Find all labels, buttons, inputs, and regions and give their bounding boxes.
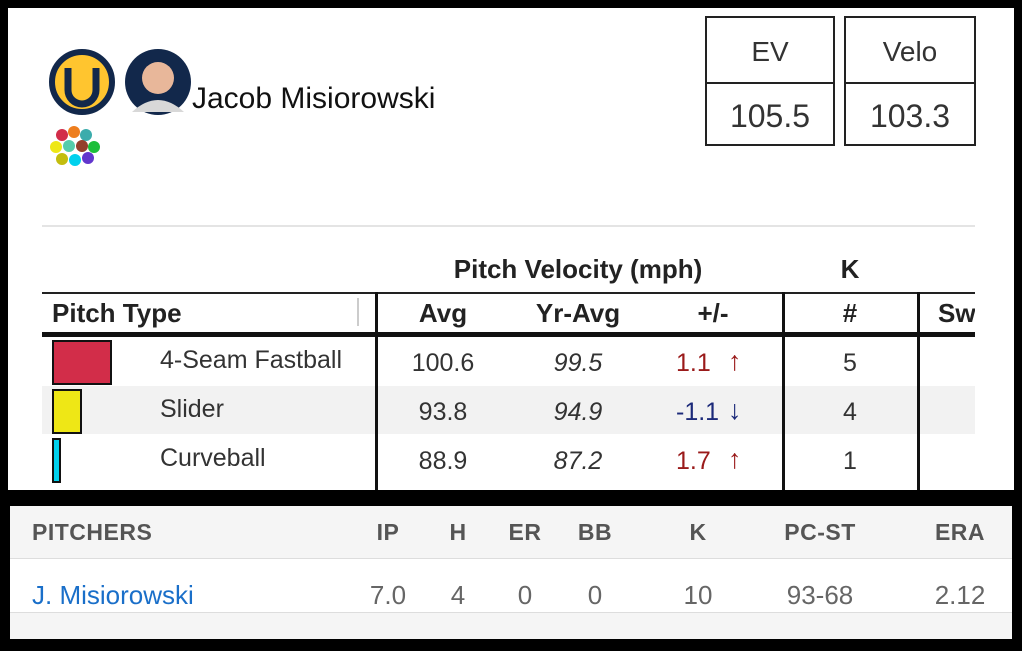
stat-label: EV <box>751 36 789 67</box>
column-header: Avg <box>418 298 468 328</box>
column-line <box>917 292 920 490</box>
pitch-swatch <box>52 438 61 483</box>
strikeouts: 1 <box>843 447 857 475</box>
yr-avg-velo: 99.5 <box>553 349 603 377</box>
box-score-footer <box>10 612 1012 639</box>
strikeouts: 5 <box>843 349 857 377</box>
player-shirt <box>132 100 184 112</box>
velo-arrow: ↑ <box>728 444 742 474</box>
column-header: Sw <box>938 300 975 326</box>
pitch-name: Curveball <box>160 444 266 472</box>
logos <box>49 49 191 166</box>
pitch-panel: Jacob Misiorowski EV 105.5 Velo 103.3 Pi… <box>8 8 1014 490</box>
box-score-column: IP <box>376 519 400 545</box>
divider <box>846 82 974 84</box>
pitch-name: Slider <box>160 395 224 423</box>
pitch-mix-icon <box>50 126 100 166</box>
column-line <box>357 298 359 326</box>
box-score-column: PC-ST <box>784 519 856 545</box>
velo-diff: -1.1 <box>676 398 720 426</box>
box-score-column: ER <box>508 519 542 545</box>
box-score-stat: 0 <box>517 580 533 610</box>
group-header: K <box>840 254 860 284</box>
yr-avg-velo: 87.2 <box>553 447 603 475</box>
player-face <box>142 62 174 94</box>
pitch-swatch <box>52 389 82 434</box>
box-score-column: PITCHERS <box>32 519 153 545</box>
box-score-stat: 93-68 <box>786 580 854 610</box>
pitcher-name: J. Misiorowski <box>32 580 194 610</box>
column-line <box>782 292 785 490</box>
column-header: Yr-Avg <box>535 298 621 328</box>
box-score-stat: 4 <box>450 580 466 610</box>
player-name: Jacob Misiorowski <box>192 82 436 115</box>
velo-arrow: ↓ <box>728 395 742 425</box>
avg-velo: 93.8 <box>418 398 468 426</box>
box-score-stat: 0 <box>587 580 603 610</box>
box-score-stat: 2.12 <box>934 580 986 610</box>
stat-label: Velo <box>882 36 938 67</box>
pitch-swatch <box>52 340 112 385</box>
header-bottom-line <box>42 332 975 337</box>
box-score-column: H <box>449 519 467 545</box>
pitch-name: 4-Seam Fastball <box>160 346 343 374</box>
stat-box: EV 105.5 <box>705 16 835 146</box>
box-score: PITCHERS IP H ER BB K PC-ST ERA J. Misiorowski 7.… <box>10 506 1012 639</box>
yr-avg-velo: 94.9 <box>553 398 603 426</box>
box-score-header <box>10 506 1012 559</box>
group-header: Pitch Velocity (mph) <box>453 254 703 284</box>
row-stripe <box>42 386 975 434</box>
avg-velo: 100.6 <box>411 349 475 377</box>
stat-box: Velo 103.3 <box>844 16 976 146</box>
team-logo-mark <box>64 68 100 108</box>
strikeouts: 4 <box>843 398 857 426</box>
box-score-column: K <box>689 519 707 545</box>
column-line <box>375 292 378 490</box>
column-header: +/- <box>697 298 729 328</box>
box-score-column: ERA <box>934 519 986 545</box>
box-score-column: BB <box>577 519 613 545</box>
velo-diff: 1.1 <box>676 349 711 377</box>
separator <box>42 225 975 227</box>
avg-velo: 88.9 <box>418 447 468 475</box>
velo-diff: 1.7 <box>676 447 711 475</box>
column-header: # <box>842 298 858 328</box>
box-score-stat: 10 <box>683 580 713 610</box>
stat-value: 103.3 <box>869 98 951 134</box>
box-score-stat: 7.0 <box>369 580 407 610</box>
header-top-line <box>42 292 975 294</box>
stat-value: 105.5 <box>729 98 811 134</box>
velo-arrow: ↑ <box>728 346 742 376</box>
column-header: Pitch Type <box>52 298 182 328</box>
divider <box>707 82 833 84</box>
